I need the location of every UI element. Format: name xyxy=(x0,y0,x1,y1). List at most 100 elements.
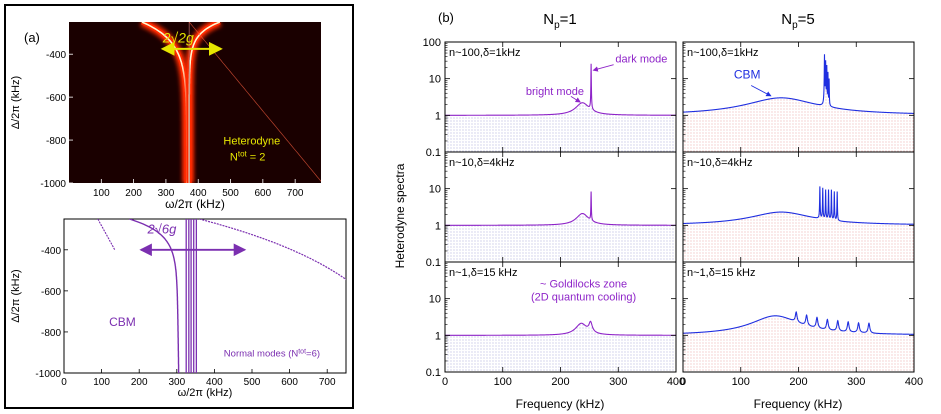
x-tick-label: 600 xyxy=(281,377,298,388)
x-tick-label: 100 xyxy=(93,377,110,388)
normal-modes-label: Normal modes (Ntot=6) xyxy=(224,349,320,360)
cbm-label: CBM xyxy=(734,68,761,82)
y-tick-label: -800 xyxy=(46,136,66,147)
splitting-label: 2√2g xyxy=(162,29,194,45)
x-tick-label: 100 xyxy=(93,188,110,199)
x-tick-label: 100 xyxy=(494,376,512,388)
ntot-label: Ntot = 2 xyxy=(230,149,266,163)
spectra-x-label-left: Frequency (kHz) xyxy=(516,397,605,411)
normal-modes-plot: 0 100 200 300 400 500 600 700-400-600-800-1000 … xyxy=(10,218,347,399)
upper-branch xyxy=(199,219,346,281)
splitting-label: 2√6g xyxy=(146,221,177,236)
y-tick-label: -600 xyxy=(46,93,66,104)
spectrum-panel: 0 100 200 300 400 n~1,δ=15 kHz xyxy=(680,261,923,388)
y-tick-label: 0.1 xyxy=(426,147,441,159)
y-tick-label: 1 xyxy=(435,220,441,232)
spectrum-panel: n~100,δ=1kHz CBM xyxy=(682,41,915,153)
panel-a-frame xyxy=(4,4,354,409)
spectra-y-label: Heterodyne spectra xyxy=(393,163,407,268)
column-title-right: Np=5 xyxy=(781,11,815,31)
ntot-sup: tot xyxy=(238,149,248,158)
goldilocks-label: ~ Goldilocks zone xyxy=(540,279,627,291)
spectrum-panel: n~10,δ=4kHz xyxy=(682,151,915,263)
col-right-sub: p xyxy=(792,20,798,31)
quantum-cooling-label: (2D quantum cooling) xyxy=(531,291,636,303)
x-tick-label: 400 xyxy=(206,377,223,388)
cbm-arrow xyxy=(750,85,772,97)
panel-condition-label: n~1,δ=15 kHz xyxy=(449,267,518,279)
y-tick-label: -600 xyxy=(41,287,61,298)
x-tick-label: 200 xyxy=(125,188,142,199)
spectrum-fill xyxy=(683,186,914,262)
col-right-rest: =5 xyxy=(798,11,815,28)
x-tick-label: 600 xyxy=(255,188,272,199)
x-tick-label: 200 xyxy=(789,376,807,388)
x-tick-label: 400 xyxy=(905,376,923,388)
panel-condition-label: n~100,δ=1kHz xyxy=(449,47,521,59)
nm-sup: tot xyxy=(298,349,306,356)
y-tick-label: 10 xyxy=(429,184,441,196)
spectrum-line xyxy=(445,191,676,226)
y-tick-label: 10 xyxy=(429,294,441,306)
y-tick-label: -1000 xyxy=(40,179,66,190)
spectrum-line xyxy=(683,54,914,114)
y-tick-label: 10 xyxy=(429,74,441,86)
y-tick-label: 0.1 xyxy=(426,257,441,269)
x-tick-label: 400 xyxy=(190,188,207,199)
spectrum-fill xyxy=(445,191,676,262)
x-tick-label: 500 xyxy=(222,188,239,199)
spectrum-fill xyxy=(445,63,676,152)
bright-mode-label: bright mode xyxy=(526,86,584,98)
ntot-rest: = 2 xyxy=(247,151,266,163)
y-tick-label: -800 xyxy=(41,328,61,339)
heatmap-ticks: 100 200 300 400 500 600 700 -400 -600 -800 -1000 xyxy=(40,50,304,199)
y-tick-label: 1 xyxy=(435,110,441,122)
x-tick-label: 300 xyxy=(847,376,865,388)
nm-main: Normal modes (N xyxy=(224,349,299,360)
spectrum-fill xyxy=(683,54,914,152)
col-left-main: N xyxy=(543,11,554,28)
y-axis-label: Δ/2π (kHz) xyxy=(10,76,22,129)
x-axis-label: ω/2π (kHz) xyxy=(178,387,233,399)
x-tick-label: 100 xyxy=(732,376,750,388)
y-tick-label: 0.1 xyxy=(426,367,441,379)
panel-condition-label: n~10,δ=4kHz xyxy=(449,157,514,169)
x-tick-label: 300 xyxy=(158,188,175,199)
dark-mode-arrow xyxy=(592,64,614,72)
spectrum-panel: 0.1 1 10 n~10,δ=4kHz xyxy=(426,151,677,269)
nm-rest: =6) xyxy=(306,349,320,360)
y-tick-label: -400 xyxy=(41,246,61,257)
spectrum-line xyxy=(445,63,676,116)
spectra-x-label-right: Frequency (kHz) xyxy=(754,397,843,411)
col-left-rest: =1 xyxy=(560,11,577,28)
x-tick-label: 500 xyxy=(244,377,261,388)
column-title-left: Np=1 xyxy=(543,11,577,31)
ntot-main: N xyxy=(230,151,238,163)
spectrum-line xyxy=(683,186,914,225)
plot-ticks: 0 100 200 300 400 500 600 700 -400 -600 -800 -1000 xyxy=(35,246,336,388)
dark-mode-label: dark mode xyxy=(615,53,667,65)
x-tick-label: 300 xyxy=(609,376,627,388)
x-tick-label: 200 xyxy=(551,376,569,388)
x-tick-label: 400 xyxy=(667,376,685,388)
y-tick-label: 1 xyxy=(435,330,441,342)
heatmap-plot: 100 200 300 400 500 600 700 -400 -600 -800 -1000 2… xyxy=(10,22,321,211)
y-tick-label: -1000 xyxy=(35,369,61,380)
spectra-grid: (b) Np=1 Np=5 Heterodyne spectra Frequen… xyxy=(393,10,923,411)
y-tick-label: -400 xyxy=(46,50,66,61)
spectrum-fill xyxy=(445,321,676,372)
y-tick-label: 100 xyxy=(423,37,441,49)
x-tick-label: 700 xyxy=(319,377,336,388)
spectrum-panel: 0.1 1 10 100 n~100,δ=1kHz bright mode dark mod… xyxy=(423,37,677,159)
x-tick-label: 300 xyxy=(168,377,185,388)
panel-condition-label: n~100,δ=1kHz xyxy=(687,47,759,59)
heterodyne-label: Heterodyne xyxy=(223,135,280,147)
spectrum-line xyxy=(683,311,914,335)
y-axis-label: Δ/2π (kHz) xyxy=(10,269,22,322)
panel-b-label: (b) xyxy=(438,10,454,25)
x-tick-label: 0 xyxy=(442,376,448,388)
x-tick-label: 700 xyxy=(287,188,304,199)
col-left-sub: p xyxy=(554,20,560,31)
